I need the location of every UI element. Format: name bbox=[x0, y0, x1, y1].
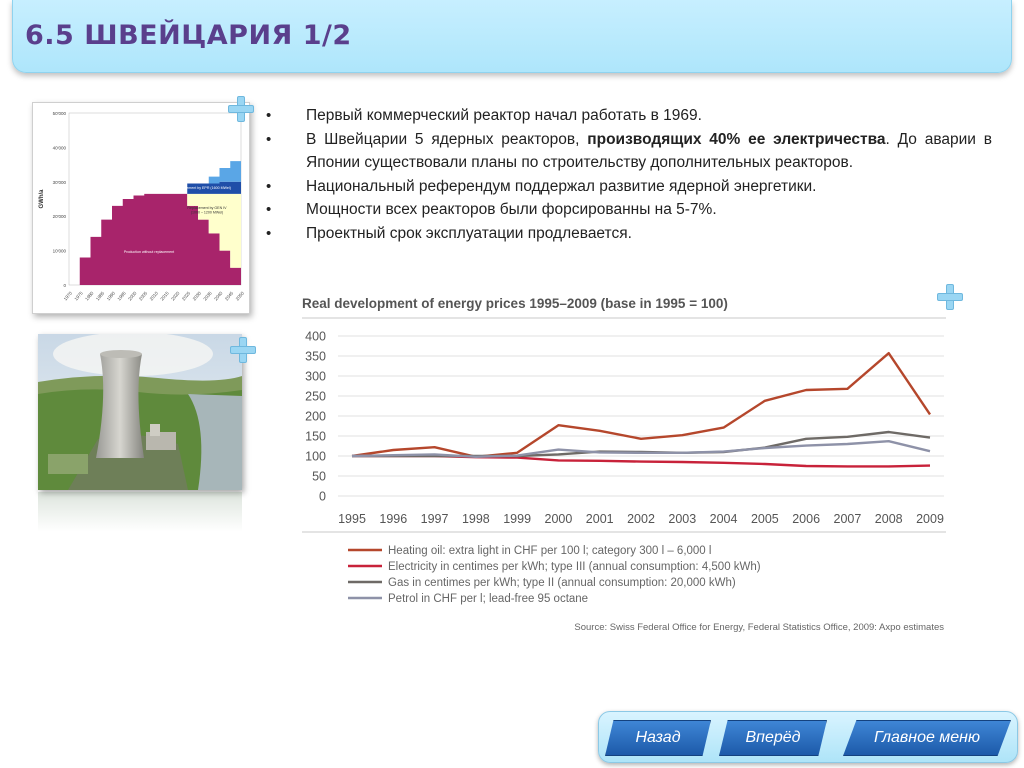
y-tick-label: 20'000 bbox=[53, 214, 67, 219]
x-tick-label: 1975 bbox=[73, 290, 84, 301]
series-label-line: Replacement by EPR & GEN IV bbox=[176, 140, 228, 144]
series-label: Production without replacement bbox=[124, 250, 174, 254]
series-label: Replacement by EPR (1600 MWel) bbox=[175, 186, 231, 190]
x-tick-label: 1995 bbox=[338, 512, 366, 526]
x-tick-label: 2035 bbox=[202, 290, 213, 301]
bullet-item: Мощности всех реакторов были форсированн… bbox=[266, 198, 992, 222]
price-line-chart: Real development of energy prices 1995–2… bbox=[302, 296, 946, 633]
bullet-item: Проектный срок эксплуатации продлевается… bbox=[266, 222, 992, 246]
series-label-line: (1000 – 1200 MWel) bbox=[191, 211, 224, 215]
series-label: Replacement by GEN IV (1000 – 1200 MWel) bbox=[187, 206, 227, 215]
main-menu-button[interactable]: Главное меню bbox=[843, 720, 1011, 756]
y-tick-label: 300 bbox=[305, 370, 326, 384]
y-tick-label: 40'000 bbox=[53, 145, 67, 150]
y-tick-label: 10'000 bbox=[53, 249, 67, 254]
x-tick-label: 1980 bbox=[84, 290, 95, 301]
plus-icon[interactable] bbox=[228, 96, 254, 122]
x-tick-label: 2002 bbox=[627, 512, 655, 526]
x-tick-label: 2005 bbox=[138, 290, 149, 301]
x-tick-label: 2009 bbox=[916, 512, 944, 526]
series-label-line: Replacement by EPR (1600 MWel) bbox=[175, 186, 231, 190]
y-tick-label: 250 bbox=[305, 390, 326, 404]
bullet-text: Первый коммерческий реактор начал работа… bbox=[306, 107, 702, 124]
bullet-item: Первый коммерческий реактор начал работа… bbox=[266, 104, 992, 128]
x-tick-label: 2025 bbox=[181, 290, 192, 301]
area-series bbox=[69, 181, 241, 285]
bullet-text: В Швейцарии 5 ядерных реакторов, bbox=[306, 130, 588, 148]
x-tick-label: 2001 bbox=[586, 512, 614, 526]
x-tick-label: 2040 bbox=[213, 290, 224, 301]
x-tick-label: 2010 bbox=[149, 290, 160, 301]
y-tick-label: 350 bbox=[305, 350, 326, 364]
navigation-bar: Назад Вперёд Главное меню bbox=[598, 711, 1018, 763]
y-tick-label: 400 bbox=[305, 330, 326, 344]
x-tick-label: 2045 bbox=[224, 290, 235, 301]
bullet-text: . До аварии в Японии существовали планы … bbox=[306, 130, 993, 172]
x-tick-label: 2030 bbox=[192, 290, 203, 301]
forward-button[interactable]: Вперёд bbox=[719, 720, 827, 756]
power-plant-photo[interactable] bbox=[38, 334, 242, 490]
y-tick-label: 30'000 bbox=[53, 180, 67, 185]
y-tick-label: 200 bbox=[305, 410, 326, 424]
bullet-item: В Швейцарии 5 ядерных реакторов, произво… bbox=[266, 128, 992, 175]
chart-source: Source: Swiss Federal Office for Energy,… bbox=[574, 622, 944, 633]
legend-label: Heating oil: extra light in CHF per 100 … bbox=[388, 545, 711, 557]
x-tick-label: 1999 bbox=[503, 512, 531, 526]
y-tick-label: 0 bbox=[63, 283, 66, 288]
y-tick-label: 50 bbox=[312, 470, 326, 484]
series-line bbox=[351, 439, 931, 459]
area-series bbox=[69, 193, 241, 285]
y-tick-label: 100 bbox=[305, 450, 326, 464]
series-label-line: Production without replacement bbox=[124, 250, 174, 254]
x-tick-label: 2015 bbox=[159, 290, 170, 301]
plus-icon[interactable] bbox=[230, 337, 256, 363]
x-tick-label: 2006 bbox=[792, 512, 820, 526]
header-bar: 6.5 ШВЕЙЦАРИЯ 1/2 bbox=[12, 0, 1012, 73]
page-title: 6.5 ШВЕЙЦАРИЯ 1/2 bbox=[25, 20, 352, 51]
series-line bbox=[352, 454, 931, 468]
x-tick-label: 1985 bbox=[95, 290, 106, 301]
series-label-line: Replacement by GEN IV bbox=[187, 206, 227, 210]
nuclear-production-chart-thumbnail[interactable]: 50'000 40'000 30'000 20'000 10'000 0 GWh/a Prod… bbox=[32, 102, 250, 314]
power-plant-illustration bbox=[38, 334, 242, 490]
x-tick-label: 2000 bbox=[545, 512, 573, 526]
y-tick-label: 50'000 bbox=[53, 111, 67, 116]
x-tick-label: 1970 bbox=[63, 290, 74, 301]
y-axis-label: GWh/a bbox=[39, 189, 45, 209]
photo-reflection bbox=[38, 492, 242, 532]
bullet-bold-text: производящих 40% ее электричества bbox=[587, 130, 886, 148]
x-tick-label: 2008 bbox=[875, 512, 903, 526]
x-tick-label: 2004 bbox=[710, 512, 738, 526]
x-tick-label: 2003 bbox=[668, 512, 696, 526]
energy-price-chart[interactable]: Real development of energy prices 1995–2… bbox=[296, 288, 956, 638]
bullet-item: Национальный референдум поддержал развит… bbox=[266, 175, 992, 199]
series-line bbox=[351, 351, 931, 459]
production-area-chart: 50'000 40'000 30'000 20'000 10'000 0 GWh/a Prod… bbox=[39, 111, 246, 301]
y-tick-label: 0 bbox=[319, 490, 326, 504]
plus-icon[interactable] bbox=[937, 284, 963, 310]
chart-title: Real development of energy prices 1995–2… bbox=[302, 296, 728, 311]
x-tick-label: 2050 bbox=[235, 290, 246, 301]
bullet-list: Первый коммерческий реактор начал работа… bbox=[266, 104, 992, 245]
x-tick-label: 2000 bbox=[127, 290, 138, 301]
x-tick-label: 2007 bbox=[834, 512, 862, 526]
bullet-text: Национальный референдум поддержал развит… bbox=[306, 177, 817, 195]
x-tick-label: 1997 bbox=[421, 512, 449, 526]
x-tick-label: 2005 bbox=[751, 512, 779, 526]
legend-label: Gas in centimes per kWh; type II (annual… bbox=[388, 577, 736, 589]
legend-label: Petrol in CHF per l; lead-free 95 octane bbox=[388, 593, 588, 605]
x-tick-label: 1996 bbox=[379, 512, 407, 526]
x-tick-label: 1990 bbox=[106, 290, 117, 301]
legend-label: Electricity in centimes per kWh; type II… bbox=[388, 561, 761, 573]
series-label: Replacement by EPR & GEN IV bbox=[176, 140, 228, 144]
bullet-text: Мощности всех реакторов были форсированн… bbox=[306, 201, 717, 218]
bullet-text: Проектный срок эксплуатации продлевается… bbox=[306, 224, 632, 242]
x-tick-label: 1998 bbox=[462, 512, 490, 526]
back-button[interactable]: Назад bbox=[605, 720, 711, 756]
y-tick-label: 150 bbox=[305, 430, 326, 444]
x-tick-label: 1995 bbox=[116, 290, 127, 301]
x-tick-label: 2020 bbox=[170, 290, 181, 301]
